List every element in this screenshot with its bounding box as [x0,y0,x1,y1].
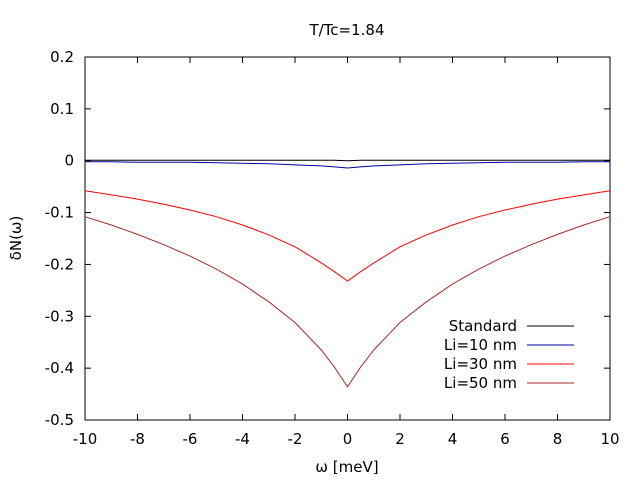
y-tick-label: -0.3 [45,307,74,325]
x-tick-label: -6 [183,430,198,448]
series-line [84,190,611,282]
y-tick-label: 0.2 [50,48,74,66]
x-tick-label: 10 [600,430,619,448]
x-tick-label: 0 [343,430,353,448]
legend-label: Li=30 nm [444,355,517,373]
y-tick-label: -0.5 [45,411,74,429]
y-tick-label: -0.4 [45,359,74,377]
x-tick-label: 6 [500,430,510,448]
y-tick-label: -0.2 [45,255,74,273]
x-tick-label: 4 [448,430,458,448]
series-line [85,161,610,169]
tick-layer: -10 -8 -6 -4 -2 0 2 4 6 8 10 0.2 0.1 0 -0.1 -0.2 -0.3 -0.… [45,48,620,448]
chart-title: T/Tc=1.84 [308,21,384,39]
plot-frame [84,56,611,421]
x-tick-label: -10 [73,430,98,448]
y-axis-label: δN(ω) [7,216,25,261]
legend-label: Li=10 nm [444,336,517,354]
x-tick-label: 8 [553,430,563,448]
y-tick-label: 0.1 [50,100,74,118]
series-layer [84,159,611,388]
x-axis-label: ω [meV] [315,458,378,476]
y-tick-label: 0 [64,152,74,170]
legend-label: Standard [449,317,517,335]
plot-area [84,56,611,421]
x-tick-label: -4 [235,430,250,448]
series-line [85,159,610,162]
x-tick-label: -2 [288,430,303,448]
x-tick-label: 2 [395,430,405,448]
y-tick-label: -0.1 [45,204,74,222]
legend-label: Li=50 nm [444,374,517,392]
series-line [84,216,611,388]
x-tick-label: -8 [130,430,145,448]
